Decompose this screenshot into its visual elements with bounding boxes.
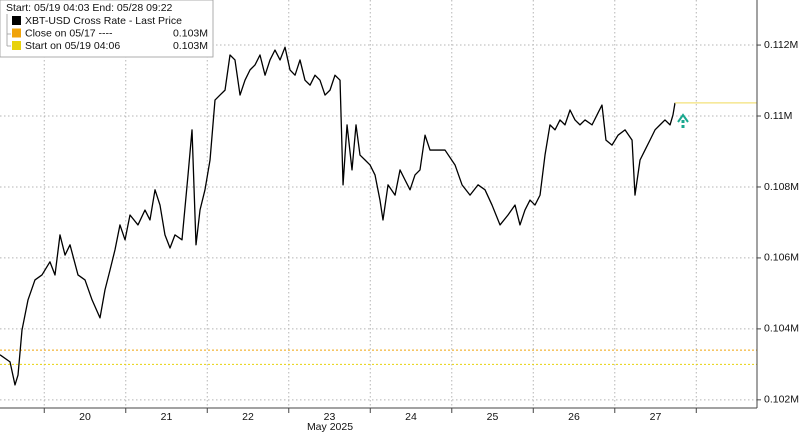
legend-tree: [6, 14, 11, 47]
legend: Start: 05/19 04:03 End: 05/28 09:22 XBT-…: [0, 0, 214, 58]
x-tick-label: 25: [487, 411, 499, 423]
legend-value: 0.103M: [173, 27, 208, 39]
y-tick-label: 0.112M: [764, 39, 798, 51]
x-tick-label: 26: [568, 411, 580, 423]
legend-box: [0, 0, 214, 58]
price-line: [0, 46, 676, 386]
y-tick-label: 0.102M: [764, 394, 799, 406]
legend-swatch: [12, 16, 21, 25]
legend-label: Start on 05/19 04:06: [25, 40, 120, 52]
x-tick-label: 24: [405, 411, 417, 423]
y-tick-label: 0.11M: [764, 110, 792, 122]
x-axis-label: May 2025: [307, 421, 353, 433]
change-arrow: [677, 113, 689, 128]
legend-swatch: [12, 41, 21, 50]
x-tick-label: 22: [242, 411, 254, 423]
legend-value: 0.103M: [173, 40, 208, 52]
arrow-head: [677, 113, 689, 123]
x-tick-label: 27: [650, 411, 662, 423]
legend-swatch: [12, 28, 21, 38]
reference-lines: [0, 349, 757, 365]
y-tick-label: 0.106M: [764, 252, 799, 264]
legend-label: Close on 05/17 ----: [25, 27, 113, 39]
plot: [0, 46, 757, 386]
x-tick-label: 20: [79, 411, 91, 423]
x-tick-label: 23: [324, 411, 336, 423]
y-tick-label: 0.104M: [764, 323, 799, 335]
grid: [0, 0, 757, 408]
x-tick-label: 21: [161, 411, 173, 423]
y-tick-label: 0.108M: [764, 181, 799, 193]
legend-label: XBT-USD Cross Rate - Last Price: [25, 15, 182, 27]
legend-header: Start: 05/19 04:03 End: 05/28 09:22: [6, 2, 173, 14]
